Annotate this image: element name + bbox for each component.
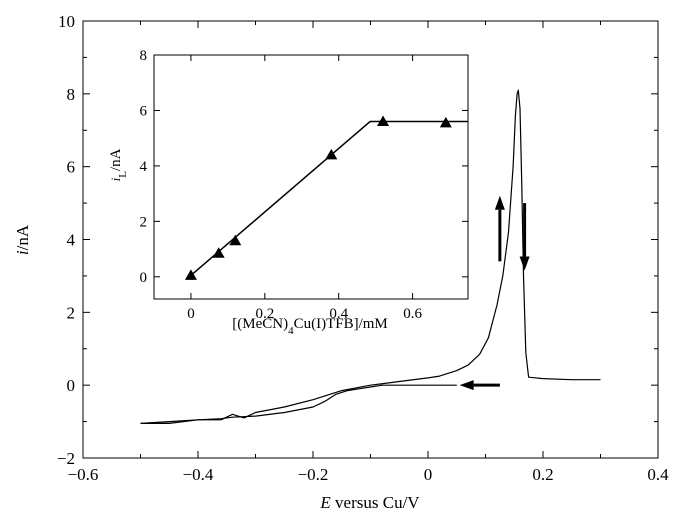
- main-y-axis-label-italic: i: [13, 250, 32, 255]
- main-plot: −0.6 −0.4 −0.2 0 0.2 0.4 −2 0 2 4 6 8 10 E versus Cu…: [13, 12, 669, 512]
- arrow-head: [519, 256, 530, 271]
- main-x-tick-label: 0.4: [647, 465, 669, 484]
- inset-y-tick-label: 4: [140, 159, 148, 175]
- main-arrows: [459, 195, 530, 391]
- main-y-tick-label: 8: [67, 85, 76, 104]
- inset-x-tick-label: 0.4: [329, 306, 348, 322]
- inset-y-axis-label: iL/nA: [108, 148, 129, 181]
- main-axis-ticks: −0.6 −0.4 −0.2 0 0.2 0.4 −2 0 2 4 6 8 10: [57, 12, 669, 484]
- inset-x-axis-label-pre: [(MeCN): [232, 316, 288, 332]
- inset-y-tick-label: 0: [140, 270, 148, 286]
- main-y-tick-label: −2: [57, 449, 75, 468]
- main-x-axis-label-italic: E: [319, 493, 331, 512]
- main-y-tick-label: 10: [58, 12, 75, 31]
- main-x-tick-label: −0.6: [68, 465, 99, 484]
- inset-fit-polyline: [190, 120, 468, 276]
- inset-x-tick-label: 0: [187, 306, 195, 322]
- main-y-tick-label: 2: [67, 303, 76, 322]
- inset-plot-frame: [153, 54, 469, 300]
- inset-data-point: [325, 148, 338, 160]
- inset-y-axis-label-sub: L: [117, 171, 129, 178]
- inset-x-axis-label-post: Cu(I)TFB]/mM: [294, 316, 388, 332]
- inset-y-tick-label: 2: [140, 214, 148, 230]
- inset-data-point: [439, 116, 452, 128]
- inset-data-point: [377, 115, 390, 127]
- inset-y-tick-label: 6: [140, 103, 148, 119]
- inset-data-points: [184, 115, 452, 280]
- inset-y-axis-label-main: i: [108, 177, 123, 181]
- inset-y-tick-label: 8: [140, 48, 148, 64]
- main-curves: [140, 89, 601, 424]
- main-y-axis-label-rest: /nA: [13, 224, 32, 250]
- sweep-direction-arrow-left: [459, 380, 500, 391]
- main-x-tick-label: 0.2: [532, 465, 553, 484]
- inset-fit-line: [190, 120, 468, 276]
- main-x-tick-label: −0.4: [183, 465, 214, 484]
- inset-data-point: [229, 234, 242, 246]
- inset-x-tick-label: 0.2: [255, 306, 274, 322]
- sweep-direction-arrow-down: [519, 203, 530, 271]
- sweep-direction-arrow-up: [494, 195, 505, 262]
- main-y-tick-label: 6: [67, 158, 76, 177]
- main-y-axis-label: i/nA: [13, 224, 32, 255]
- main-x-axis-label-rest: versus Cu/V: [331, 493, 421, 512]
- inset-y-axis-label-rest: /nA: [108, 148, 124, 171]
- main-x-axis-label: E versus Cu/V: [319, 493, 420, 512]
- main-x-tick-label: −0.2: [298, 465, 329, 484]
- inset-data-point: [212, 247, 225, 258]
- arrow-head: [494, 195, 505, 210]
- inset-x-axis-label: [(MeCN)4Cu(I)TFB]/mM: [232, 316, 388, 337]
- main-y-tick-label: 4: [67, 231, 76, 250]
- inset-axis-ticks: 0 0.2 0.4 0.6 0 2 4 6 8: [140, 48, 468, 322]
- main-x-tick-label: 0: [424, 465, 433, 484]
- inset-x-axis-label-sub: 4: [288, 325, 294, 337]
- voltammogram-sweep-2: [140, 384, 457, 424]
- inset-x-tick-label: 0.6: [403, 306, 422, 322]
- inset-data-point: [184, 269, 197, 280]
- arrow-head: [459, 380, 474, 391]
- main-y-tick-label: 0: [67, 376, 76, 395]
